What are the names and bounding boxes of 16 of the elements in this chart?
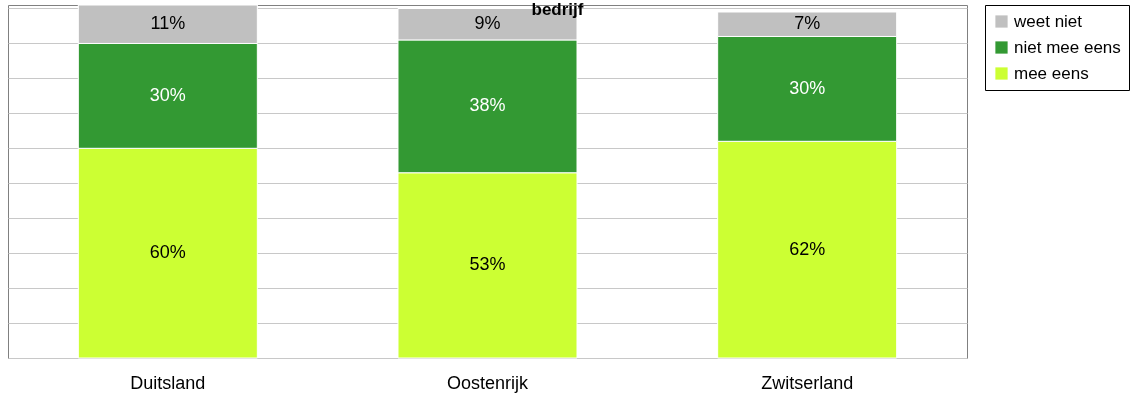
legend-label: niet mee eens [1014, 37, 1121, 57]
data-label: 30% [149, 84, 186, 105]
data-label: 62% [789, 238, 826, 259]
legend-label: mee eens [1014, 63, 1089, 83]
data-label: 30% [789, 77, 826, 98]
x-tick-label: Duitsland [130, 372, 206, 393]
x-tick-label: Oostenrijk [446, 372, 530, 393]
data-label: 11% [150, 13, 186, 34]
data-label: 53% [469, 254, 506, 275]
data-label: 7% [794, 13, 821, 34]
data-label: 38% [469, 95, 506, 116]
x-tick-label: Zwitserland [761, 372, 854, 393]
data-label: 9% [474, 13, 501, 34]
chart-title: bedrijf [531, 0, 584, 19]
data-label: 60% [149, 242, 186, 263]
legend-label: weet niet [1013, 11, 1083, 31]
